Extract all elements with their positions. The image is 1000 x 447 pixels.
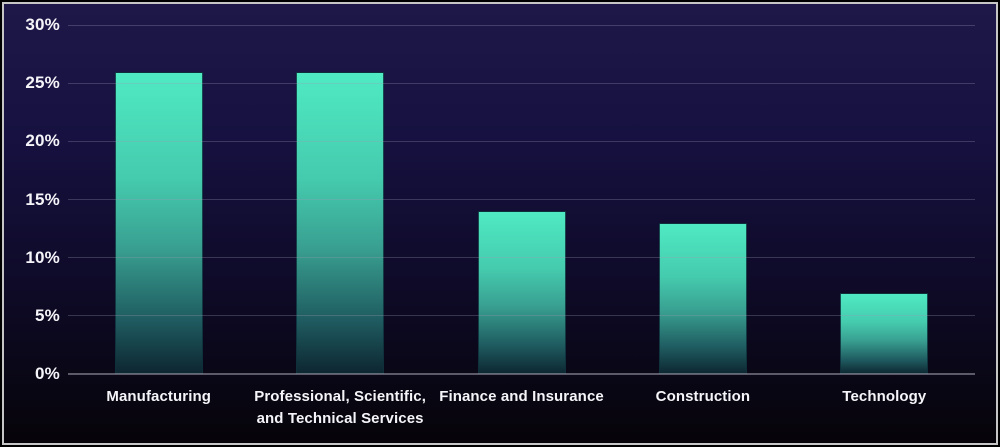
- bars-layer: [68, 25, 975, 374]
- y-tick-label: 10%: [25, 247, 60, 267]
- y-tick-label: 0%: [35, 364, 60, 383]
- y-tick-label: 20%: [25, 131, 60, 151]
- bar-cell: [431, 25, 612, 374]
- y-tick-label: 5%: [35, 305, 60, 325]
- y-tick-label: 25%: [25, 73, 60, 93]
- bar-cell: [612, 25, 793, 374]
- y-tick-label: 30%: [25, 15, 60, 34]
- bar-cell: [794, 25, 975, 374]
- y-axis: 0% 5% 10% 15% 20% 25% 30%: [4, 15, 60, 383]
- plot-area: [68, 24, 975, 375]
- bar-manufacturing: [114, 71, 203, 374]
- bar-technology: [840, 292, 929, 374]
- bar-construction: [658, 222, 747, 374]
- x-axis: Manufacturing Professional, Scientific, a…: [68, 386, 975, 430]
- bar-cell: [249, 25, 430, 374]
- x-tick-label: Construction: [655, 388, 751, 405]
- bar-cell: [68, 25, 249, 374]
- x-tick-label: Finance and Insurance: [439, 388, 604, 405]
- x-tick-label: Professional, Scientific, and Technical …: [254, 388, 426, 427]
- x-tick-label: Technology: [842, 388, 927, 405]
- bar-professional: [296, 71, 385, 374]
- x-tick-label: Manufacturing: [106, 388, 212, 405]
- y-tick-label: 15%: [25, 189, 60, 209]
- bar-finance: [477, 211, 566, 374]
